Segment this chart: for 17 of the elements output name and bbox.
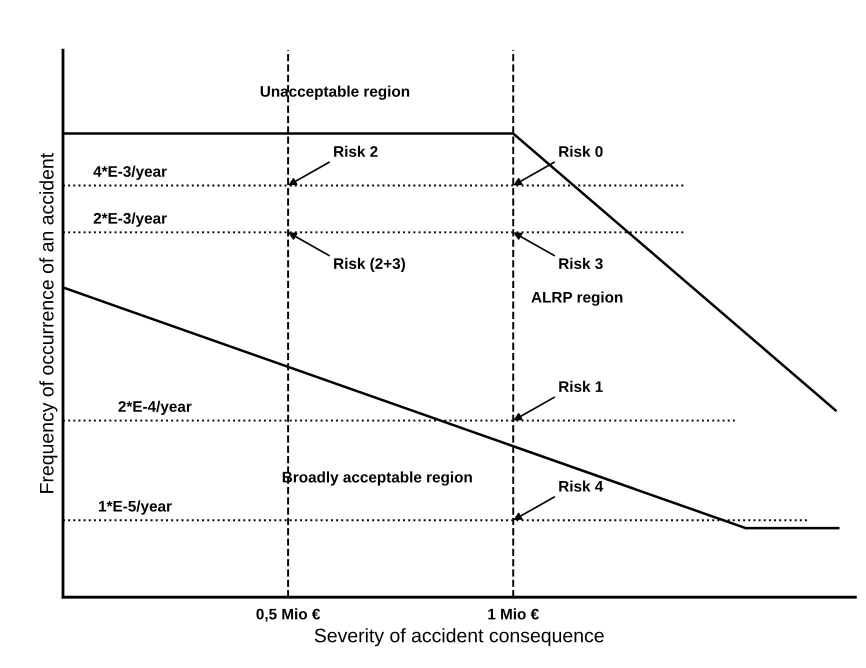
- y-axis-title: Frequency of occurrence of an accident: [39, 153, 58, 493]
- x-axis-title: Severity of accident consequence: [314, 628, 604, 646]
- annotation: Risk 3: [559, 258, 603, 270]
- text: Unacceptable region: [260, 86, 410, 100]
- annotation: Risk 2: [334, 146, 378, 157]
- annotation: 1*E-5/year: [99, 500, 172, 515]
- annotation: Risk 0: [559, 146, 603, 157]
- annotation: ALRP region: [531, 291, 622, 306]
- annotation: Risk 4: [559, 480, 604, 492]
- annotation: 4*E-3/year: [93, 166, 167, 180]
- annotation: Risk (2+3): [334, 258, 405, 272]
- annotation: Risk 1: [559, 380, 603, 392]
- x-tick-label: 0,5 Mio €: [256, 608, 320, 622]
- annotation: 2*E-3/year: [94, 212, 167, 227]
- annotation: Broadly acceptable region: [282, 471, 472, 486]
- x-tick-label: 1 Mio €: [488, 608, 539, 620]
- annotation: 2*E-4/year: [118, 400, 192, 415]
